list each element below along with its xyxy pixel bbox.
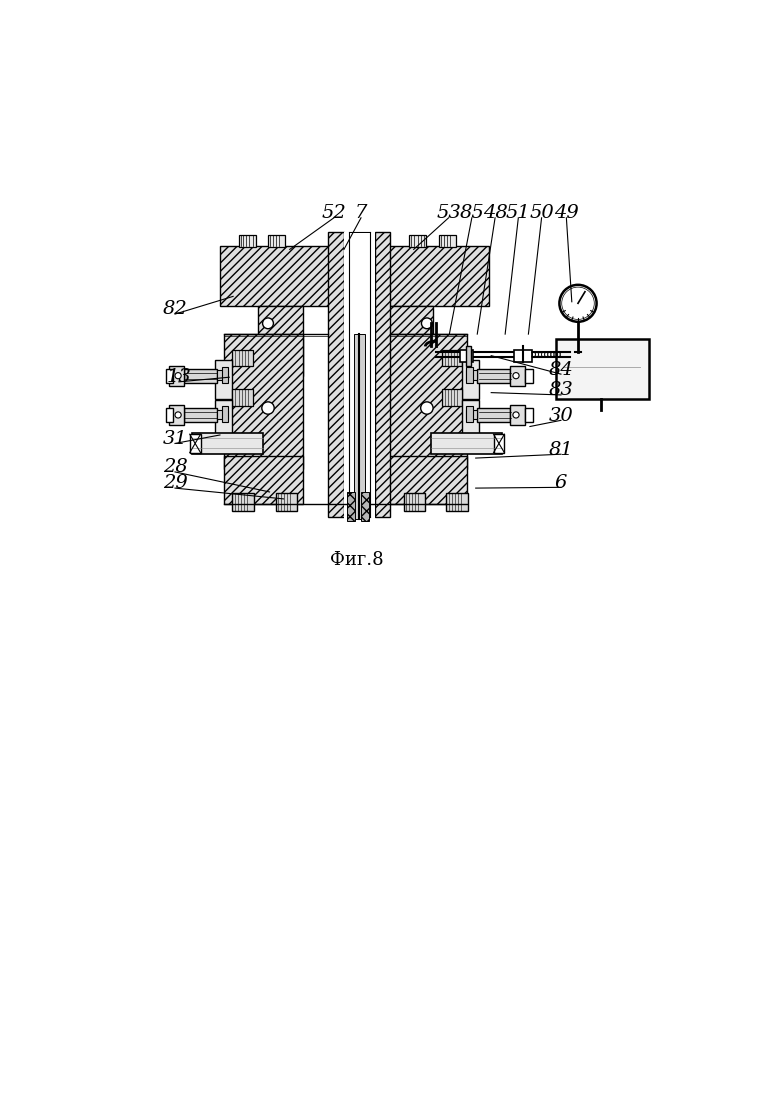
Bar (190, 435, 200, 452)
Text: 7: 7 (355, 204, 367, 222)
Bar (344, 233, 375, 386)
Bar (466, 345, 471, 366)
Text: 29: 29 (162, 474, 187, 492)
Bar (556, 339, 649, 399)
Text: 31: 31 (162, 430, 187, 448)
Bar (345, 233, 374, 516)
Bar (441, 350, 462, 366)
Bar (239, 235, 256, 247)
Bar (375, 233, 391, 517)
Circle shape (513, 373, 519, 378)
Text: 82: 82 (162, 300, 187, 319)
Bar (494, 435, 505, 452)
Bar (224, 334, 303, 469)
Bar (215, 399, 232, 438)
Text: 51: 51 (506, 204, 530, 222)
Bar (510, 366, 525, 386)
Bar (168, 366, 184, 386)
Bar (232, 388, 253, 406)
Circle shape (562, 287, 594, 320)
Bar (462, 399, 479, 438)
Bar (232, 350, 253, 366)
Text: 81: 81 (548, 440, 573, 459)
Bar (462, 361, 479, 399)
Text: Фиг.8: Фиг.8 (330, 550, 384, 569)
Bar (525, 368, 533, 383)
Text: 28: 28 (162, 459, 187, 476)
Text: 53: 53 (436, 204, 461, 222)
Text: 48: 48 (483, 204, 508, 222)
Text: 83: 83 (548, 382, 573, 399)
Bar (217, 371, 228, 379)
Bar (184, 368, 217, 383)
Bar (268, 235, 285, 247)
Bar (477, 408, 510, 421)
Bar (466, 407, 473, 421)
Bar (222, 407, 228, 421)
Circle shape (175, 411, 181, 418)
Bar (328, 233, 344, 517)
Bar (347, 492, 355, 522)
Bar (165, 408, 173, 421)
Bar (466, 409, 477, 419)
Bar (168, 405, 184, 425)
Circle shape (262, 401, 275, 415)
Bar (431, 432, 502, 454)
Bar (466, 367, 473, 383)
Bar (388, 307, 433, 376)
Text: 84: 84 (548, 361, 573, 378)
Bar (525, 408, 533, 421)
Text: 50: 50 (529, 204, 554, 222)
Bar (217, 409, 228, 419)
Text: 85: 85 (459, 204, 484, 222)
Bar (446, 493, 468, 511)
Circle shape (420, 401, 433, 415)
Bar (403, 493, 425, 511)
Bar (388, 334, 467, 469)
Bar (184, 408, 217, 421)
Bar (165, 368, 173, 383)
Bar (361, 492, 369, 522)
Bar (222, 367, 228, 383)
Circle shape (559, 285, 597, 322)
Bar (344, 334, 375, 518)
Text: 49: 49 (554, 204, 579, 222)
Circle shape (421, 318, 432, 329)
Bar (466, 371, 477, 379)
Circle shape (263, 318, 274, 329)
Bar (460, 350, 473, 362)
Bar (388, 246, 489, 307)
Bar (510, 405, 525, 425)
Bar (349, 233, 370, 517)
Bar (438, 235, 456, 247)
Text: 30: 30 (548, 407, 573, 425)
Text: 6: 6 (555, 473, 567, 492)
Bar (220, 246, 342, 307)
Bar (232, 493, 254, 511)
Bar (441, 388, 462, 406)
Bar (276, 493, 297, 511)
Bar (258, 307, 303, 376)
Bar (224, 456, 303, 503)
Bar (192, 432, 264, 454)
Bar (388, 456, 467, 503)
Bar (477, 368, 510, 383)
Circle shape (513, 411, 519, 418)
Bar (515, 350, 531, 362)
Text: 13: 13 (166, 368, 191, 386)
Bar (409, 235, 426, 247)
Text: 52: 52 (321, 204, 346, 222)
Circle shape (175, 373, 181, 378)
Bar (215, 361, 232, 399)
Bar (354, 334, 365, 518)
